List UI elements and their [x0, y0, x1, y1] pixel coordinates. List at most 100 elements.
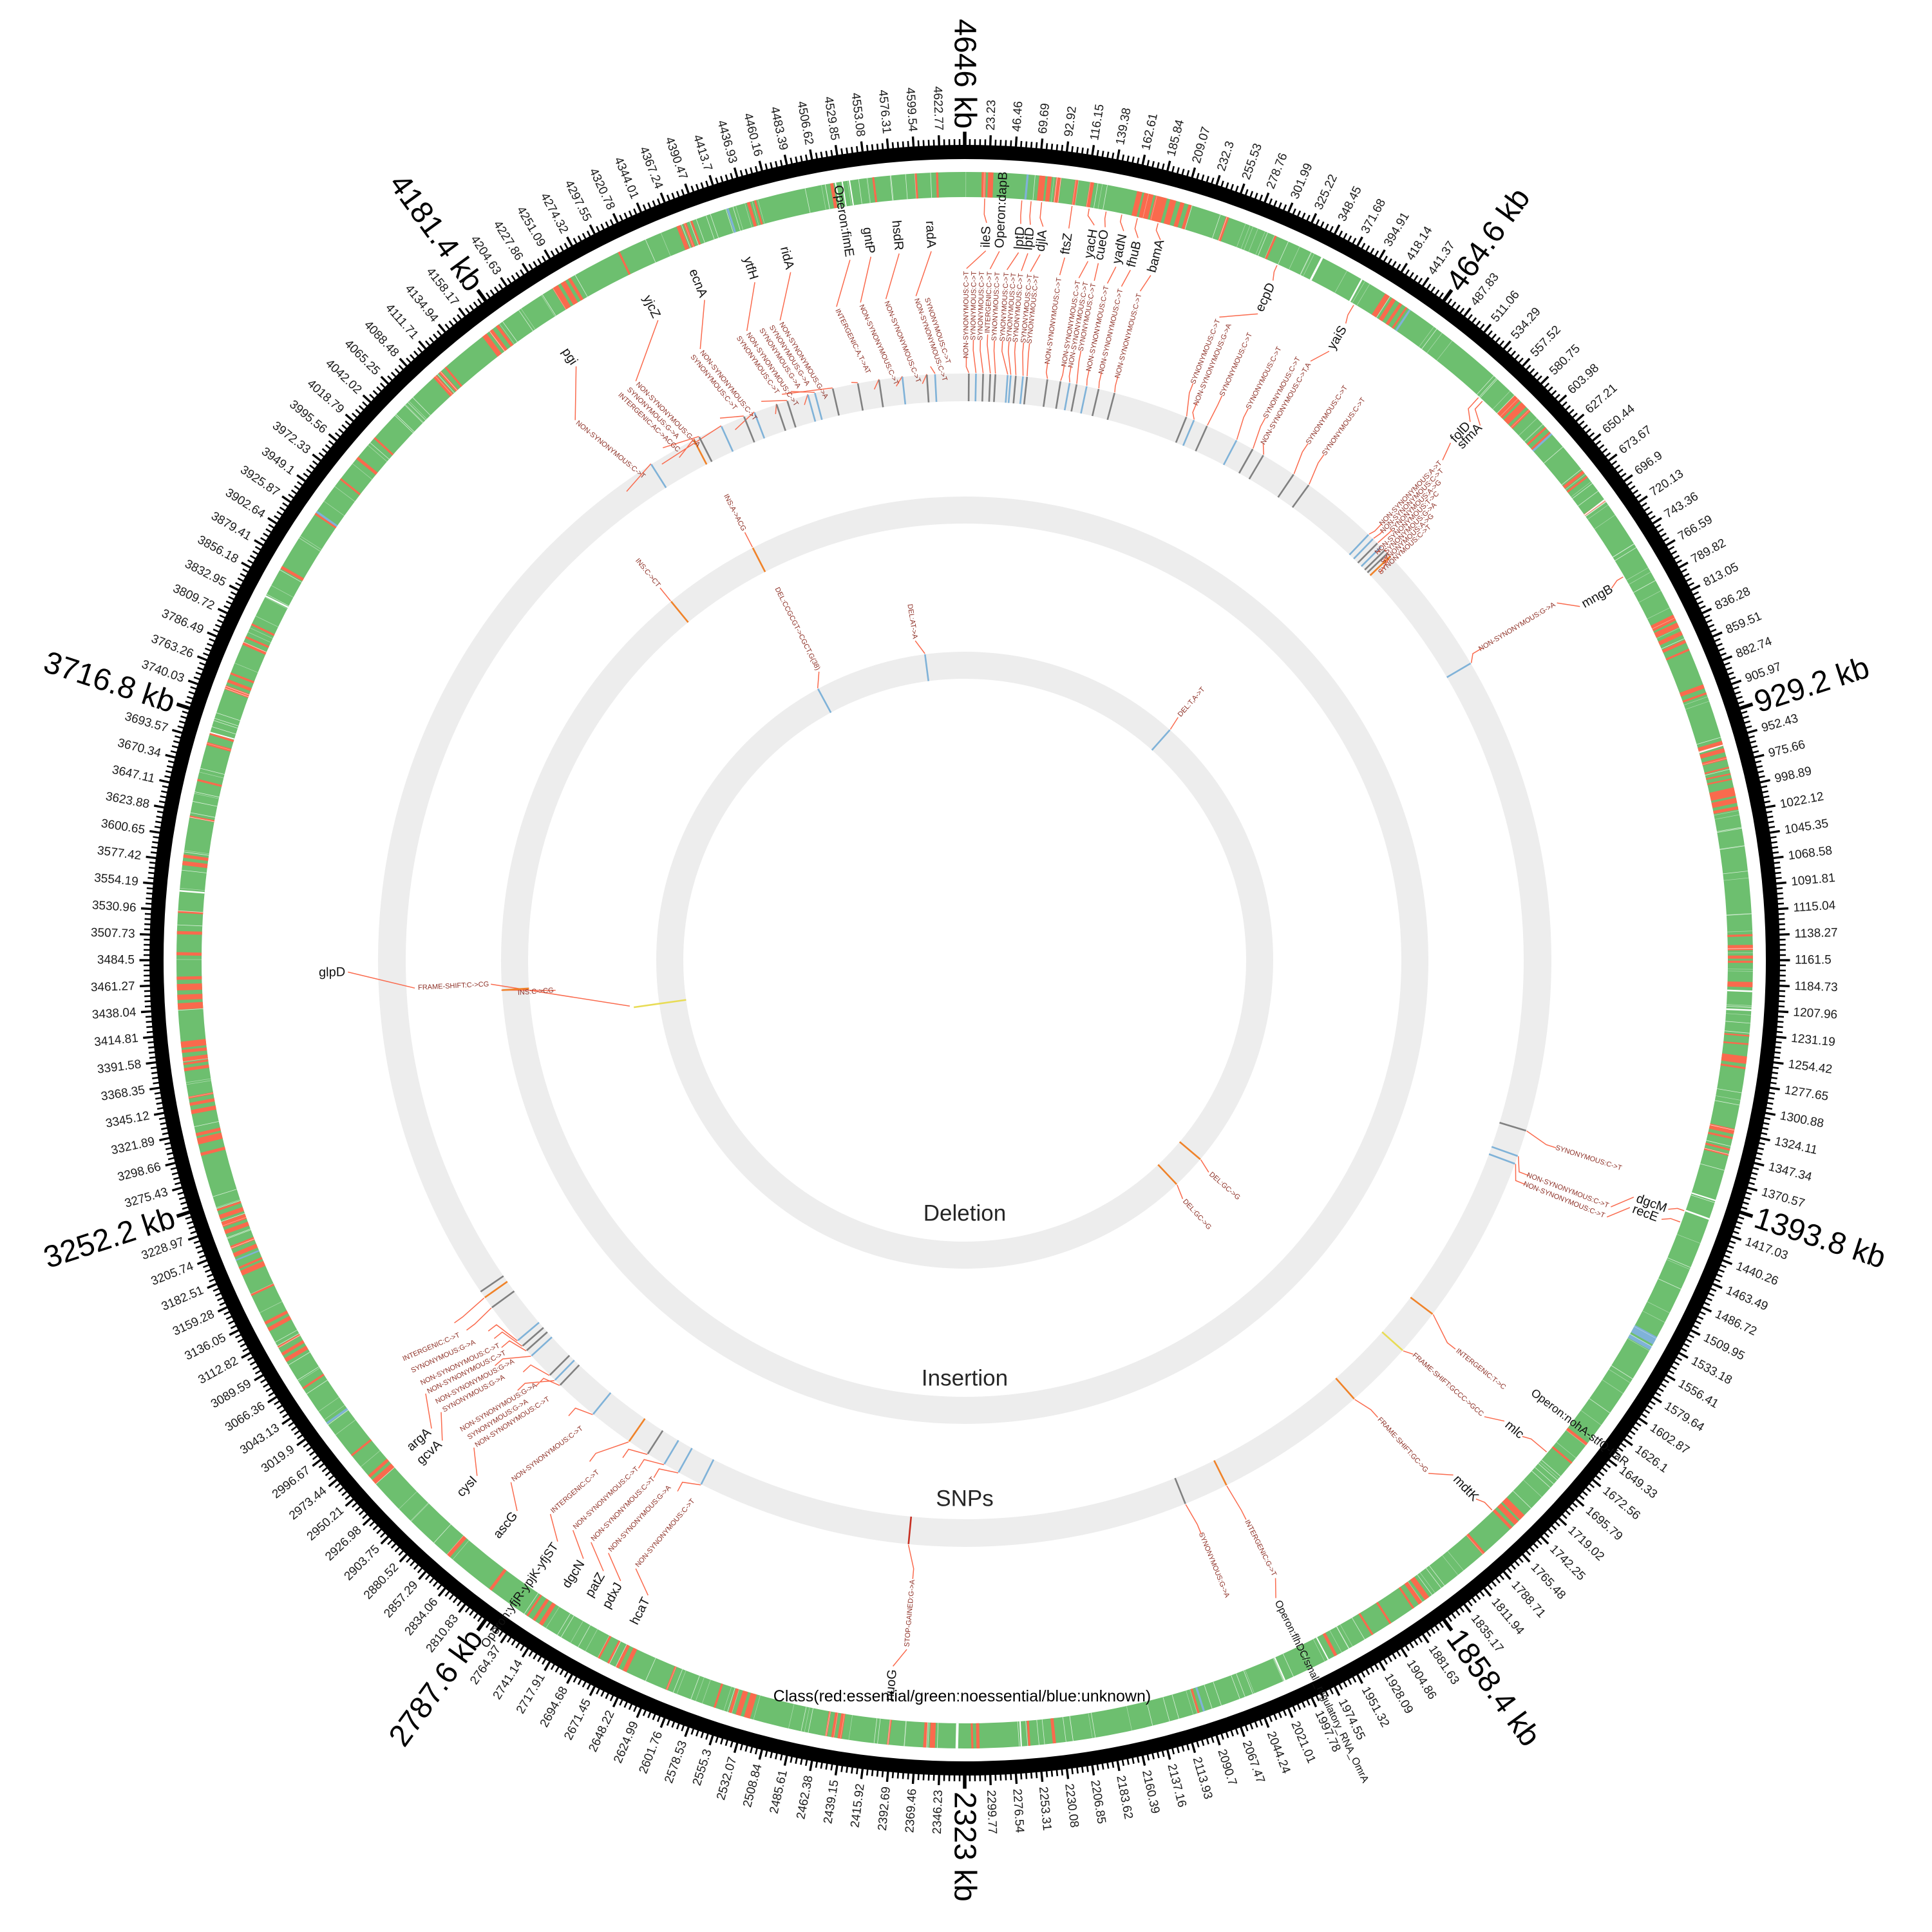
svg-text:92.92: 92.92	[1062, 106, 1079, 138]
svg-text:NON-SYNONYMOUS:C->T: NON-SYNONYMOUS:C->T	[574, 419, 647, 480]
svg-text:2206.85: 2206.85	[1088, 1779, 1108, 1824]
svg-text:INS:C->CG: INS:C->CG	[517, 987, 554, 997]
svg-text:INTERGENIC:C->T: INTERGENIC:C->T	[984, 271, 994, 333]
svg-text:ytfH: ytfH	[741, 255, 761, 281]
svg-text:2021.01: 2021.01	[1288, 1719, 1318, 1765]
svg-text:3623.88: 3623.88	[104, 790, 150, 811]
svg-text:3321.89: 3321.89	[110, 1135, 156, 1157]
svg-text:4227.86: 4227.86	[491, 218, 526, 263]
svg-text:743.36: 743.36	[1662, 489, 1701, 521]
svg-text:3786.49: 3786.49	[160, 607, 205, 637]
svg-text:2717.91: 2717.91	[514, 1671, 548, 1716]
svg-text:3832.95: 3832.95	[183, 557, 229, 589]
svg-text:3391.58: 3391.58	[97, 1057, 142, 1076]
svg-text:2230.08: 2230.08	[1062, 1783, 1081, 1828]
svg-text:3345.12: 3345.12	[104, 1109, 150, 1130]
svg-text:SNPs: SNPs	[936, 1486, 993, 1511]
svg-text:ridA: ridA	[777, 245, 797, 272]
svg-text:557.52: 557.52	[1528, 323, 1564, 360]
svg-text:SYNONYMOUS:C->T: SYNONYMOUS:C->T	[1555, 1144, 1623, 1172]
svg-text:2555.3: 2555.3	[690, 1748, 715, 1788]
svg-text:2624.99: 2624.99	[611, 1719, 641, 1765]
svg-text:NON-SYNONYMOUS:G->A: NON-SYNONYMOUS:G->A	[459, 1381, 538, 1434]
svg-text:2276.54: 2276.54	[1010, 1788, 1026, 1833]
svg-text:580.75: 580.75	[1547, 342, 1583, 378]
svg-text:3159.28: 3159.28	[171, 1307, 216, 1338]
svg-text:3182.51: 3182.51	[160, 1283, 205, 1314]
svg-text:255.53: 255.53	[1240, 142, 1265, 182]
svg-text:1231.19: 1231.19	[1790, 1032, 1835, 1049]
svg-text:3136.05: 3136.05	[183, 1331, 229, 1363]
svg-text:2415.92: 2415.92	[848, 1783, 867, 1828]
svg-text:2253.31: 2253.31	[1036, 1786, 1054, 1831]
svg-text:325.22: 325.22	[1312, 173, 1340, 213]
svg-text:603.98: 603.98	[1565, 361, 1602, 397]
svg-text:4529.85: 4529.85	[821, 95, 841, 141]
svg-text:3554.19: 3554.19	[93, 871, 138, 889]
svg-text:1928.09: 1928.09	[1381, 1671, 1416, 1716]
svg-text:4413.7: 4413.7	[690, 133, 715, 173]
svg-text:3438.04: 3438.04	[91, 1005, 137, 1021]
svg-text:3507.73: 3507.73	[91, 926, 135, 941]
svg-text:2113.93: 2113.93	[1190, 1756, 1215, 1801]
svg-text:2183.62: 2183.62	[1113, 1774, 1135, 1820]
svg-text:3298.66: 3298.66	[116, 1160, 162, 1184]
svg-text:SYNONYMOUS:C->T: SYNONYMOUS:C->T	[990, 272, 1001, 341]
svg-text:3856.18: 3856.18	[195, 533, 240, 566]
svg-text:4274.32: 4274.32	[538, 191, 571, 236]
svg-text:185.84: 185.84	[1164, 118, 1187, 158]
svg-text:2044.24: 2044.24	[1264, 1730, 1293, 1776]
svg-text:1904.86: 1904.86	[1404, 1658, 1439, 1702]
svg-text:3577.42: 3577.42	[97, 844, 142, 862]
svg-text:INS:C->CT: INS:C->CT	[634, 557, 662, 589]
svg-text:STOP-GAINED:G->A: STOP-GAINED:G->A	[904, 1579, 917, 1647]
svg-text:2508.84: 2508.84	[741, 1762, 765, 1808]
svg-text:3716.8 kb: 3716.8 kb	[39, 645, 179, 720]
svg-text:3461.27: 3461.27	[91, 980, 135, 994]
svg-text:2601.76: 2601.76	[636, 1730, 665, 1776]
svg-text:301.99: 301.99	[1288, 161, 1315, 201]
svg-text:INS:A->ACG: INS:A->ACG	[722, 493, 747, 532]
svg-text:1602.87: 1602.87	[1647, 1421, 1692, 1457]
svg-text:Insertion: Insertion	[922, 1366, 1008, 1391]
svg-text:3763.26: 3763.26	[149, 632, 196, 661]
svg-text:ileS: ileS	[979, 226, 994, 248]
svg-text:2323 kb: 2323 kb	[948, 1792, 982, 1902]
svg-text:3066.36: 3066.36	[223, 1399, 267, 1435]
svg-text:348.45: 348.45	[1336, 184, 1365, 223]
svg-text:2648.22: 2648.22	[586, 1709, 617, 1754]
svg-text:1393.8 kb: 1393.8 kb	[1750, 1201, 1890, 1276]
svg-text:ftsZ: ftsZ	[1058, 232, 1075, 255]
svg-text:INTERGENIC:G->T: INTERGENIC:G->T	[1243, 1519, 1278, 1578]
svg-text:2369.46: 2369.46	[903, 1788, 919, 1833]
svg-text:3949.1: 3949.1	[259, 445, 297, 478]
svg-text:4390.47: 4390.47	[662, 135, 690, 182]
svg-text:SYNONYMOUS:C->T: SYNONYMOUS:C->T	[1321, 396, 1367, 457]
svg-text:1022.12: 1022.12	[1779, 790, 1824, 811]
svg-text:Class(red:essential/green:noes: Class(red:essential/green:noessential/bl…	[773, 1687, 1151, 1705]
svg-text:pdxJ: pdxJ	[600, 1580, 625, 1611]
svg-text:SYNONYMOUS:C->T: SYNONYMOUS:C->T	[1305, 384, 1350, 446]
svg-text:DEL:CCGCGT->CGCT,G(38): DEL:CCGCGT->CGCT,G(38)	[773, 586, 822, 672]
svg-text:1626.1: 1626.1	[1633, 1443, 1671, 1475]
svg-text:ecpD: ecpD	[1253, 281, 1278, 314]
svg-text:627.21: 627.21	[1583, 381, 1620, 416]
svg-text:pgi: pgi	[559, 345, 580, 367]
svg-text:gntP: gntP	[860, 226, 877, 254]
svg-text:1509.95: 1509.95	[1701, 1331, 1747, 1363]
svg-text:789.82: 789.82	[1689, 536, 1728, 566]
svg-text:2578.53: 2578.53	[662, 1739, 690, 1785]
svg-text:2694.68: 2694.68	[538, 1685, 571, 1730]
svg-text:Operon:dapB: Operon:dapB	[992, 171, 1010, 249]
svg-text:SYNONYMOUS:C->T: SYNONYMOUS:C->T	[969, 271, 978, 341]
svg-text:1254.42: 1254.42	[1787, 1057, 1833, 1076]
svg-text:162.61: 162.61	[1139, 112, 1160, 151]
svg-text:INTERGENIC:T->C: INTERGENIC:T->C	[1454, 1347, 1507, 1391]
svg-text:1951.32: 1951.32	[1359, 1685, 1392, 1730]
svg-text:4367.24: 4367.24	[636, 145, 665, 191]
svg-text:2532.07: 2532.07	[714, 1756, 739, 1802]
svg-text:2346.23: 2346.23	[931, 1790, 945, 1834]
svg-text:3902.64: 3902.64	[223, 486, 268, 522]
svg-text:418.14: 418.14	[1404, 224, 1435, 263]
svg-text:FRAME-SHIFT:GC->G: FRAME-SHIFT:GC->G	[1376, 1416, 1430, 1474]
